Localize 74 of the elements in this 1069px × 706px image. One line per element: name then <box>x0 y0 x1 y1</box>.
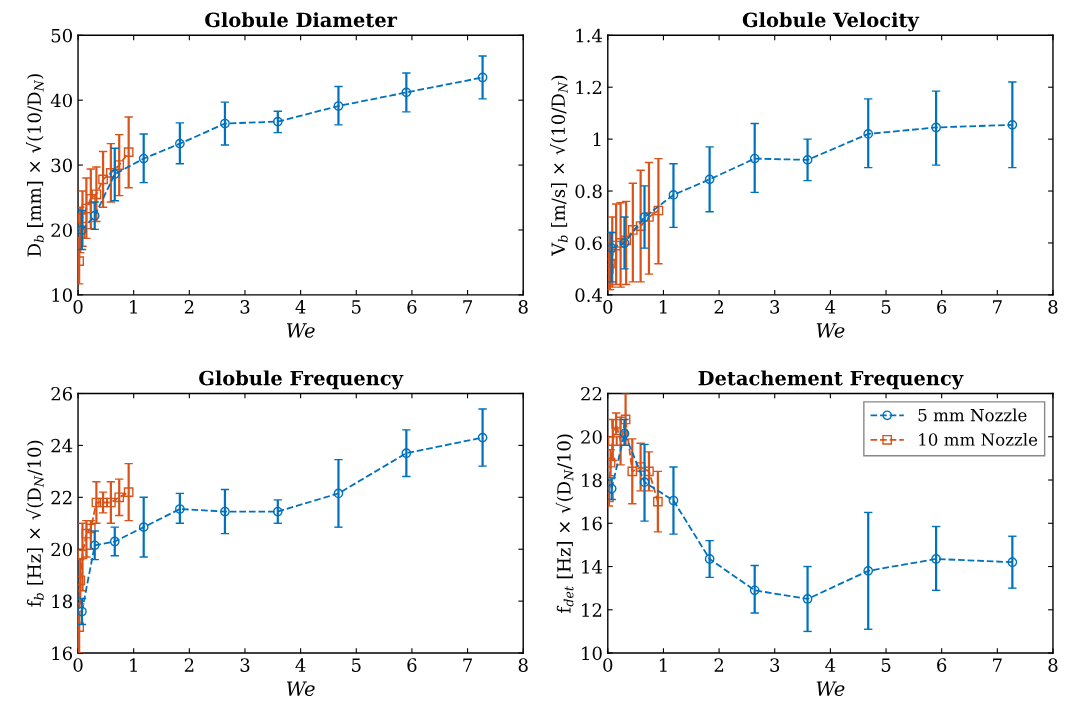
y-tick-label: 14 <box>582 559 603 574</box>
x-tick-label: 5 <box>352 658 361 672</box>
x-tick-label: 7 <box>993 300 1002 314</box>
x-tick-label: 7 <box>463 300 472 314</box>
x-tick-label: 8 <box>1048 658 1058 672</box>
x-axis-title: We <box>816 323 845 338</box>
y-tick-label: 22 <box>581 386 602 401</box>
y-tick-label: 18 <box>52 594 72 609</box>
y-tick-label: 0.6 <box>575 236 602 251</box>
x-tick-label: 8 <box>518 658 528 672</box>
y-axis-title: V$_{b}$ [m/s] × √(10/D$_{N}$) <box>550 75 568 257</box>
x-tick-label: 2 <box>714 658 724 672</box>
x-tick-label: 2 <box>184 300 194 314</box>
y-tick-label: 1.2 <box>576 80 602 95</box>
chart-title: Detachement Frequency <box>698 370 964 390</box>
x-tick-label: 7 <box>993 658 1002 672</box>
x-tick-label: 1 <box>130 300 137 314</box>
y-tick-label: 12 <box>582 603 602 617</box>
x-tick-label: 4 <box>295 658 306 672</box>
y-tick-label: 1 <box>593 132 601 146</box>
y-tick-label: 18 <box>582 473 602 488</box>
x-tick-label: 3 <box>240 658 250 672</box>
x-tick-label: 5 <box>881 300 891 314</box>
y-tick-label: 20 <box>51 223 72 238</box>
y-tick-label: 40 <box>50 93 72 108</box>
x-tick-label: 8 <box>1048 300 1058 314</box>
x-tick-label: 2 <box>184 658 194 672</box>
x-tick-label: 4 <box>825 300 836 314</box>
x-tick-label: 0 <box>73 300 83 314</box>
x-tick-label: 6 <box>937 300 947 314</box>
x-tick-label: 8 <box>518 300 528 314</box>
y-tick-label: 0.8 <box>575 184 602 199</box>
x-tick-label: 6 <box>407 658 417 672</box>
x-tick-label: 6 <box>407 300 417 314</box>
x-tick-label: 4 <box>825 658 836 672</box>
x-tick-label: 0 <box>73 658 83 672</box>
x-tick-label: 6 <box>937 658 947 672</box>
y-tick-label: 1.4 <box>576 28 603 43</box>
x-tick-label: 7 <box>463 658 472 672</box>
x-tick-label: 5 <box>352 300 361 314</box>
y-tick-label: 0.4 <box>575 288 603 302</box>
y-tick-label: 30 <box>51 158 72 173</box>
y-tick-label: 20 <box>581 430 602 444</box>
x-tick-label: 1 <box>130 658 137 672</box>
y-tick-label: 22 <box>51 490 72 505</box>
x-tick-label: 0 <box>603 300 613 314</box>
y-tick-label: 10 <box>582 646 602 661</box>
y-tick-label: 26 <box>51 386 73 401</box>
x-tick-label: 1 <box>659 300 667 314</box>
legend-label: 10 mm Nozzle <box>919 432 1038 446</box>
y-axis-title: D$_{b}$ [mm] × √(10/D$_{N}$) <box>26 74 44 257</box>
y-tick-label: 10 <box>52 288 72 302</box>
y-tick-label: 16 <box>582 516 602 531</box>
x-axis-title: We <box>816 681 845 696</box>
y-axis-title: f$_{b}$ [Hz] × √(D$_{N}$/10) <box>26 440 44 607</box>
y-tick-label: 24 <box>51 438 73 453</box>
y-tick-label: 50 <box>51 28 72 43</box>
x-tick-label: 3 <box>770 300 780 314</box>
x-tick-label: 5 <box>881 658 891 672</box>
x-tick-label: 4 <box>295 300 306 314</box>
x-tick-label: 2 <box>714 300 724 314</box>
x-axis-title: We <box>286 681 315 696</box>
x-tick-label: 0 <box>603 658 613 672</box>
chart-title: Globule Frequency <box>199 370 404 390</box>
x-axis-title: We <box>286 323 315 338</box>
y-axis-title: f$_{det}$ [Hz] × √(D$_{N}$/10) <box>555 434 574 613</box>
chart-title: Globule Diameter <box>205 12 398 28</box>
x-tick-label: 3 <box>240 300 250 314</box>
x-tick-label: 1 <box>659 658 667 672</box>
y-tick-label: 16 <box>52 646 73 661</box>
chart-title: Globule Velocity <box>742 12 920 32</box>
legend-label: 5 mm Nozzle <box>918 408 1027 422</box>
x-tick-label: 3 <box>770 658 780 672</box>
y-tick-label: 20 <box>51 542 72 557</box>
